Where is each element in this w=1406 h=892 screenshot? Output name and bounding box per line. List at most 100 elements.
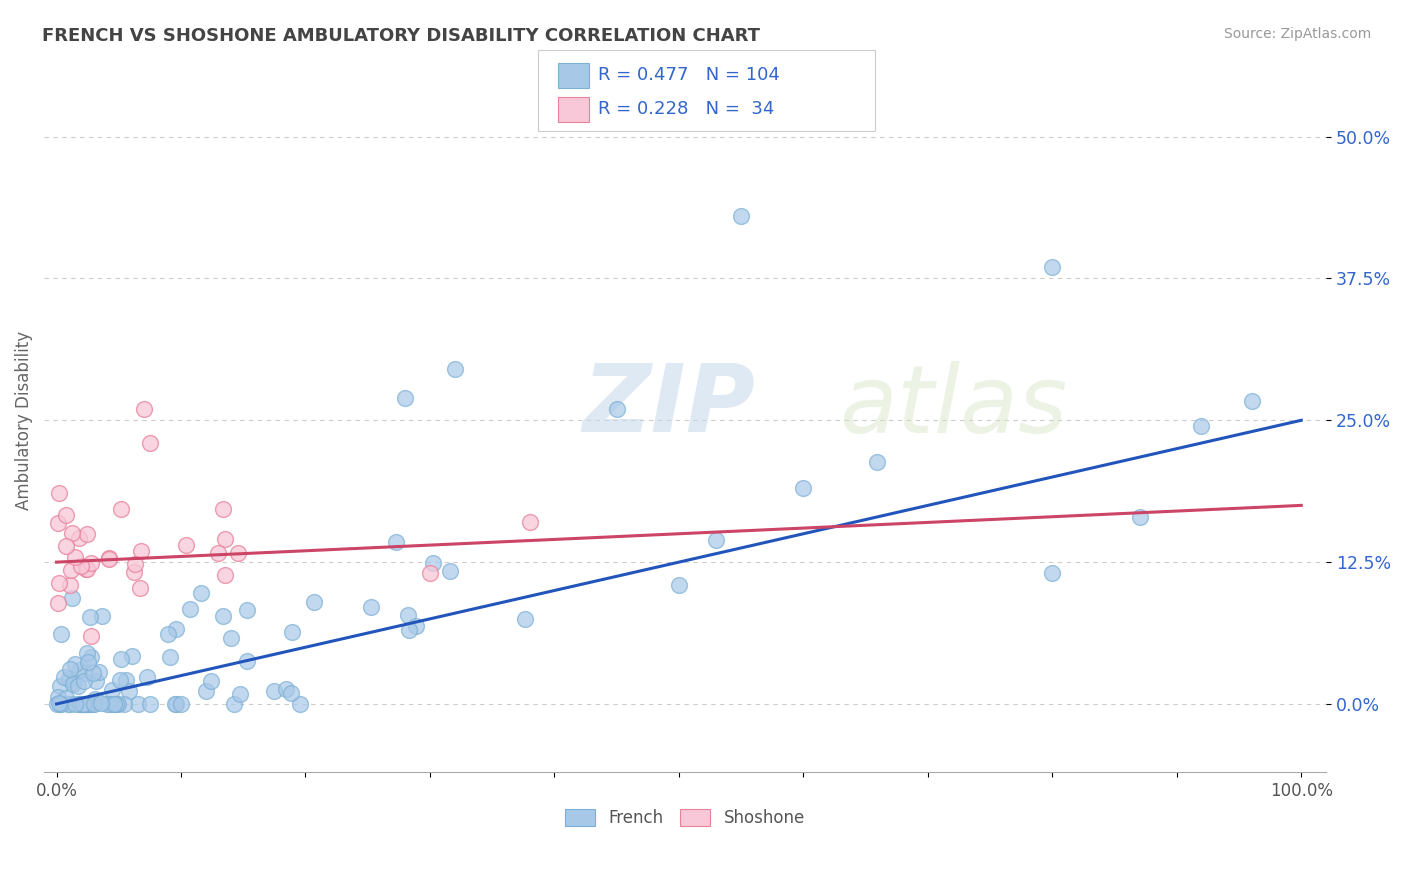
Point <box>101 697 124 711</box>
Point <box>394 391 416 405</box>
Point <box>55 539 77 553</box>
Point <box>63 697 86 711</box>
Point <box>190 586 212 600</box>
Point <box>179 602 201 616</box>
Point <box>79 610 101 624</box>
Point <box>212 502 235 516</box>
Point <box>56 697 79 711</box>
Point <box>263 684 285 698</box>
Point <box>96 697 118 711</box>
Point <box>75 665 97 680</box>
Point <box>67 531 90 545</box>
Point <box>276 681 298 696</box>
Point <box>83 697 105 711</box>
Point <box>70 559 93 574</box>
Point <box>214 568 236 582</box>
Point <box>110 651 132 665</box>
Point <box>60 591 83 605</box>
Point <box>1040 260 1063 274</box>
Point <box>75 561 97 575</box>
Point <box>730 209 752 223</box>
Point <box>80 697 103 711</box>
Text: R = 0.228   N =  34: R = 0.228 N = 34 <box>598 100 773 118</box>
Text: ZIP: ZIP <box>582 360 755 452</box>
Point <box>79 556 101 570</box>
Point <box>200 674 222 689</box>
Point <box>58 697 80 711</box>
Point <box>82 697 104 711</box>
Point <box>77 697 100 711</box>
Point <box>55 690 77 705</box>
Point <box>229 687 252 701</box>
Point <box>97 551 120 566</box>
Point <box>121 649 143 664</box>
Point <box>69 697 91 711</box>
Point <box>73 673 96 688</box>
Point <box>110 501 132 516</box>
Point <box>422 557 444 571</box>
Point <box>866 454 889 468</box>
Point <box>55 508 77 523</box>
Point <box>103 697 125 711</box>
Point <box>444 362 467 376</box>
Point <box>87 665 110 680</box>
Point <box>72 697 94 711</box>
Point <box>226 546 249 560</box>
Point <box>124 557 146 571</box>
Point <box>90 696 112 710</box>
Point <box>302 595 325 609</box>
Point <box>398 623 420 637</box>
Point <box>606 401 628 416</box>
Point <box>214 533 236 547</box>
Point <box>385 535 408 549</box>
Point <box>136 670 159 684</box>
Point <box>118 683 141 698</box>
Point <box>46 516 69 531</box>
Point <box>76 697 98 711</box>
Point <box>62 677 84 691</box>
Point <box>1040 566 1063 581</box>
Point <box>127 697 149 711</box>
Point <box>91 608 114 623</box>
Point <box>77 697 100 711</box>
Point <box>49 697 72 711</box>
Point <box>222 697 245 711</box>
Legend: French, Shoshone: French, Shoshone <box>558 803 811 834</box>
Point <box>98 697 121 711</box>
Point <box>132 401 155 416</box>
Point <box>139 697 162 711</box>
Point <box>668 578 690 592</box>
Point <box>156 627 179 641</box>
Point <box>46 596 69 610</box>
Point <box>139 436 162 450</box>
Point <box>60 525 83 540</box>
Point <box>84 691 107 706</box>
Text: Source: ZipAtlas.com: Source: ZipAtlas.com <box>1223 27 1371 41</box>
Point <box>396 608 419 623</box>
Point <box>48 575 70 590</box>
Point <box>97 551 120 566</box>
Y-axis label: Ambulatory Disability: Ambulatory Disability <box>15 331 32 510</box>
Point <box>219 631 242 645</box>
Point <box>114 673 136 687</box>
Point <box>67 663 90 677</box>
Point <box>112 697 135 711</box>
Point <box>124 566 146 580</box>
Point <box>235 654 257 668</box>
Point <box>1129 510 1152 524</box>
Point <box>65 657 87 672</box>
Point <box>48 696 70 710</box>
Point <box>76 697 98 711</box>
Point <box>77 655 100 669</box>
Point <box>704 533 727 547</box>
Point <box>58 672 80 686</box>
Point <box>52 670 75 684</box>
Point <box>49 679 72 693</box>
Point <box>76 526 98 541</box>
Point <box>51 697 73 711</box>
Point <box>419 566 441 581</box>
Point <box>100 683 122 698</box>
Point <box>159 649 181 664</box>
Point <box>280 686 302 700</box>
Point <box>72 697 94 711</box>
